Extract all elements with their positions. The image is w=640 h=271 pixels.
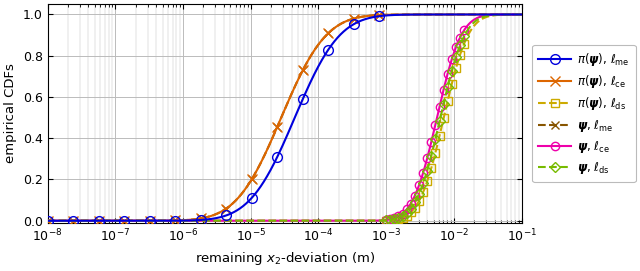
$\boldsymbol{\psi}$, $\ell_{\mathrm{me}}$ xyxy=(433,13,441,16)
$\pi(\boldsymbol{\psi})$, $\ell_{\mathrm{ds}}$ xyxy=(130,219,138,222)
Line: $\pi(\boldsymbol{\psi})$, $\ell_{\mathrm{ds}}$: $\pi(\boldsymbol{\psi})$, $\ell_{\mathrm… xyxy=(44,10,526,225)
Y-axis label: empirical CDFs: empirical CDFs xyxy=(4,64,17,163)
$\pi(\boldsymbol{\psi})$, $\ell_{\mathrm{ce}}$ xyxy=(328,28,336,32)
$\pi(\boldsymbol{\psi})$, $\ell_{\mathrm{ce}}$ xyxy=(352,16,360,20)
$\boldsymbol{\psi}$, $\ell_{\mathrm{me}}$ xyxy=(397,13,405,16)
$\boldsymbol{\psi}$, $\ell_{\mathrm{ce}}$ xyxy=(225,219,232,222)
$\boldsymbol{\psi}$, $\ell_{\mathrm{ds}}$ xyxy=(130,219,138,222)
X-axis label: remaining $x_2$-deviation (m): remaining $x_2$-deviation (m) xyxy=(195,250,374,267)
$\pi(\boldsymbol{\psi})$, $\ell_{\mathrm{ce}}$ xyxy=(225,205,232,208)
$\boldsymbol{\psi}$, $\ell_{\mathrm{ds}}$ xyxy=(328,219,336,222)
$\pi(\boldsymbol{\psi})$, $\ell_{\mathrm{ds}}$ xyxy=(397,217,405,220)
$\pi(\boldsymbol{\psi})$, $\ell_{\mathrm{ce}}$ xyxy=(44,219,51,222)
$\pi(\boldsymbol{\psi})$, $\ell_{\mathrm{me}}$ xyxy=(44,219,51,222)
$\pi(\boldsymbol{\psi})$, $\ell_{\mathrm{ds}}$ xyxy=(433,143,441,147)
$\pi(\boldsymbol{\psi})$, $\ell_{\mathrm{ce}}$ xyxy=(518,13,525,16)
$\boldsymbol{\psi}$, $\ell_{\mathrm{ce}}$ xyxy=(397,213,405,216)
$\pi(\boldsymbol{\psi})$, $\ell_{\mathrm{ds}}$ xyxy=(328,219,336,222)
$\pi(\boldsymbol{\psi})$, $\ell_{\mathrm{ds}}$ xyxy=(225,219,232,222)
$\boldsymbol{\psi}$, $\ell_{\mathrm{ce}}$ xyxy=(130,219,138,222)
$\boldsymbol{\psi}$, $\ell_{\mathrm{ds}}$ xyxy=(352,219,360,222)
$\pi(\boldsymbol{\psi})$, $\ell_{\mathrm{ce}}$ xyxy=(397,13,405,16)
Line: $\boldsymbol{\psi}$, $\ell_{\mathrm{ds}}$: $\boldsymbol{\psi}$, $\ell_{\mathrm{ds}}… xyxy=(44,11,525,224)
$\pi(\boldsymbol{\psi})$, $\ell_{\mathrm{me}}$ xyxy=(130,219,138,222)
Line: $\boldsymbol{\psi}$, $\ell_{\mathrm{ce}}$: $\boldsymbol{\psi}$, $\ell_{\mathrm{ce}}… xyxy=(44,10,526,225)
$\boldsymbol{\psi}$, $\ell_{\mathrm{me}}$ xyxy=(225,205,232,208)
$\pi(\boldsymbol{\psi})$, $\ell_{\mathrm{ce}}$ xyxy=(130,219,138,222)
$\boldsymbol{\psi}$, $\ell_{\mathrm{me}}$ xyxy=(518,13,525,16)
$\pi(\boldsymbol{\psi})$, $\ell_{\mathrm{me}}$ xyxy=(352,21,360,25)
$\boldsymbol{\psi}$, $\ell_{\mathrm{ds}}$ xyxy=(44,219,51,222)
$\boldsymbol{\psi}$, $\ell_{\mathrm{ce}}$ xyxy=(328,219,336,222)
Line: $\pi(\boldsymbol{\psi})$, $\ell_{\mathrm{ce}}$: $\pi(\boldsymbol{\psi})$, $\ell_{\mathrm… xyxy=(43,9,527,226)
$\pi(\boldsymbol{\psi})$, $\ell_{\mathrm{me}}$ xyxy=(328,43,336,46)
$\boldsymbol{\psi}$, $\ell_{\mathrm{me}}$ xyxy=(44,219,51,222)
$\boldsymbol{\psi}$, $\ell_{\mathrm{ce}}$ xyxy=(44,219,51,222)
$\boldsymbol{\psi}$, $\ell_{\mathrm{ds}}$ xyxy=(518,13,525,16)
$\boldsymbol{\psi}$, $\ell_{\mathrm{ds}}$ xyxy=(397,215,405,218)
Legend: $\pi(\boldsymbol{\psi})$, $\ell_{\mathrm{me}}$, $\pi(\boldsymbol{\psi})$, $\ell_: $\pi(\boldsymbol{\psi})$, $\ell_{\mathrm… xyxy=(532,45,636,182)
$\boldsymbol{\psi}$, $\ell_{\mathrm{ce}}$ xyxy=(433,114,441,118)
Line: $\boldsymbol{\psi}$, $\ell_{\mathrm{me}}$: $\boldsymbol{\psi}$, $\ell_{\mathrm{me}}… xyxy=(44,10,526,225)
$\pi(\boldsymbol{\psi})$, $\ell_{\mathrm{ds}}$ xyxy=(352,219,360,222)
$\pi(\boldsymbol{\psi})$, $\ell_{\mathrm{me}}$ xyxy=(433,13,441,16)
$\pi(\boldsymbol{\psi})$, $\ell_{\mathrm{ds}}$ xyxy=(44,219,51,222)
$\boldsymbol{\psi}$, $\ell_{\mathrm{me}}$ xyxy=(130,219,138,222)
$\boldsymbol{\psi}$, $\ell_{\mathrm{ds}}$ xyxy=(225,219,232,222)
$\pi(\boldsymbol{\psi})$, $\ell_{\mathrm{me}}$ xyxy=(225,213,232,216)
$\pi(\boldsymbol{\psi})$, $\ell_{\mathrm{ds}}$ xyxy=(518,13,525,16)
$\boldsymbol{\psi}$, $\ell_{\mathrm{me}}$ xyxy=(352,16,360,20)
$\boldsymbol{\psi}$, $\ell_{\mathrm{ds}}$ xyxy=(433,129,441,132)
$\pi(\boldsymbol{\psi})$, $\ell_{\mathrm{ce}}$ xyxy=(433,13,441,16)
$\boldsymbol{\psi}$, $\ell_{\mathrm{ce}}$ xyxy=(352,219,360,222)
$\boldsymbol{\psi}$, $\ell_{\mathrm{me}}$ xyxy=(328,28,336,32)
$\boldsymbol{\psi}$, $\ell_{\mathrm{ce}}$ xyxy=(518,13,525,16)
$\pi(\boldsymbol{\psi})$, $\ell_{\mathrm{me}}$ xyxy=(397,13,405,16)
$\pi(\boldsymbol{\psi})$, $\ell_{\mathrm{me}}$ xyxy=(518,13,525,16)
Line: $\pi(\boldsymbol{\psi})$, $\ell_{\mathrm{me}}$: $\pi(\boldsymbol{\psi})$, $\ell_{\mathrm… xyxy=(43,9,527,226)
